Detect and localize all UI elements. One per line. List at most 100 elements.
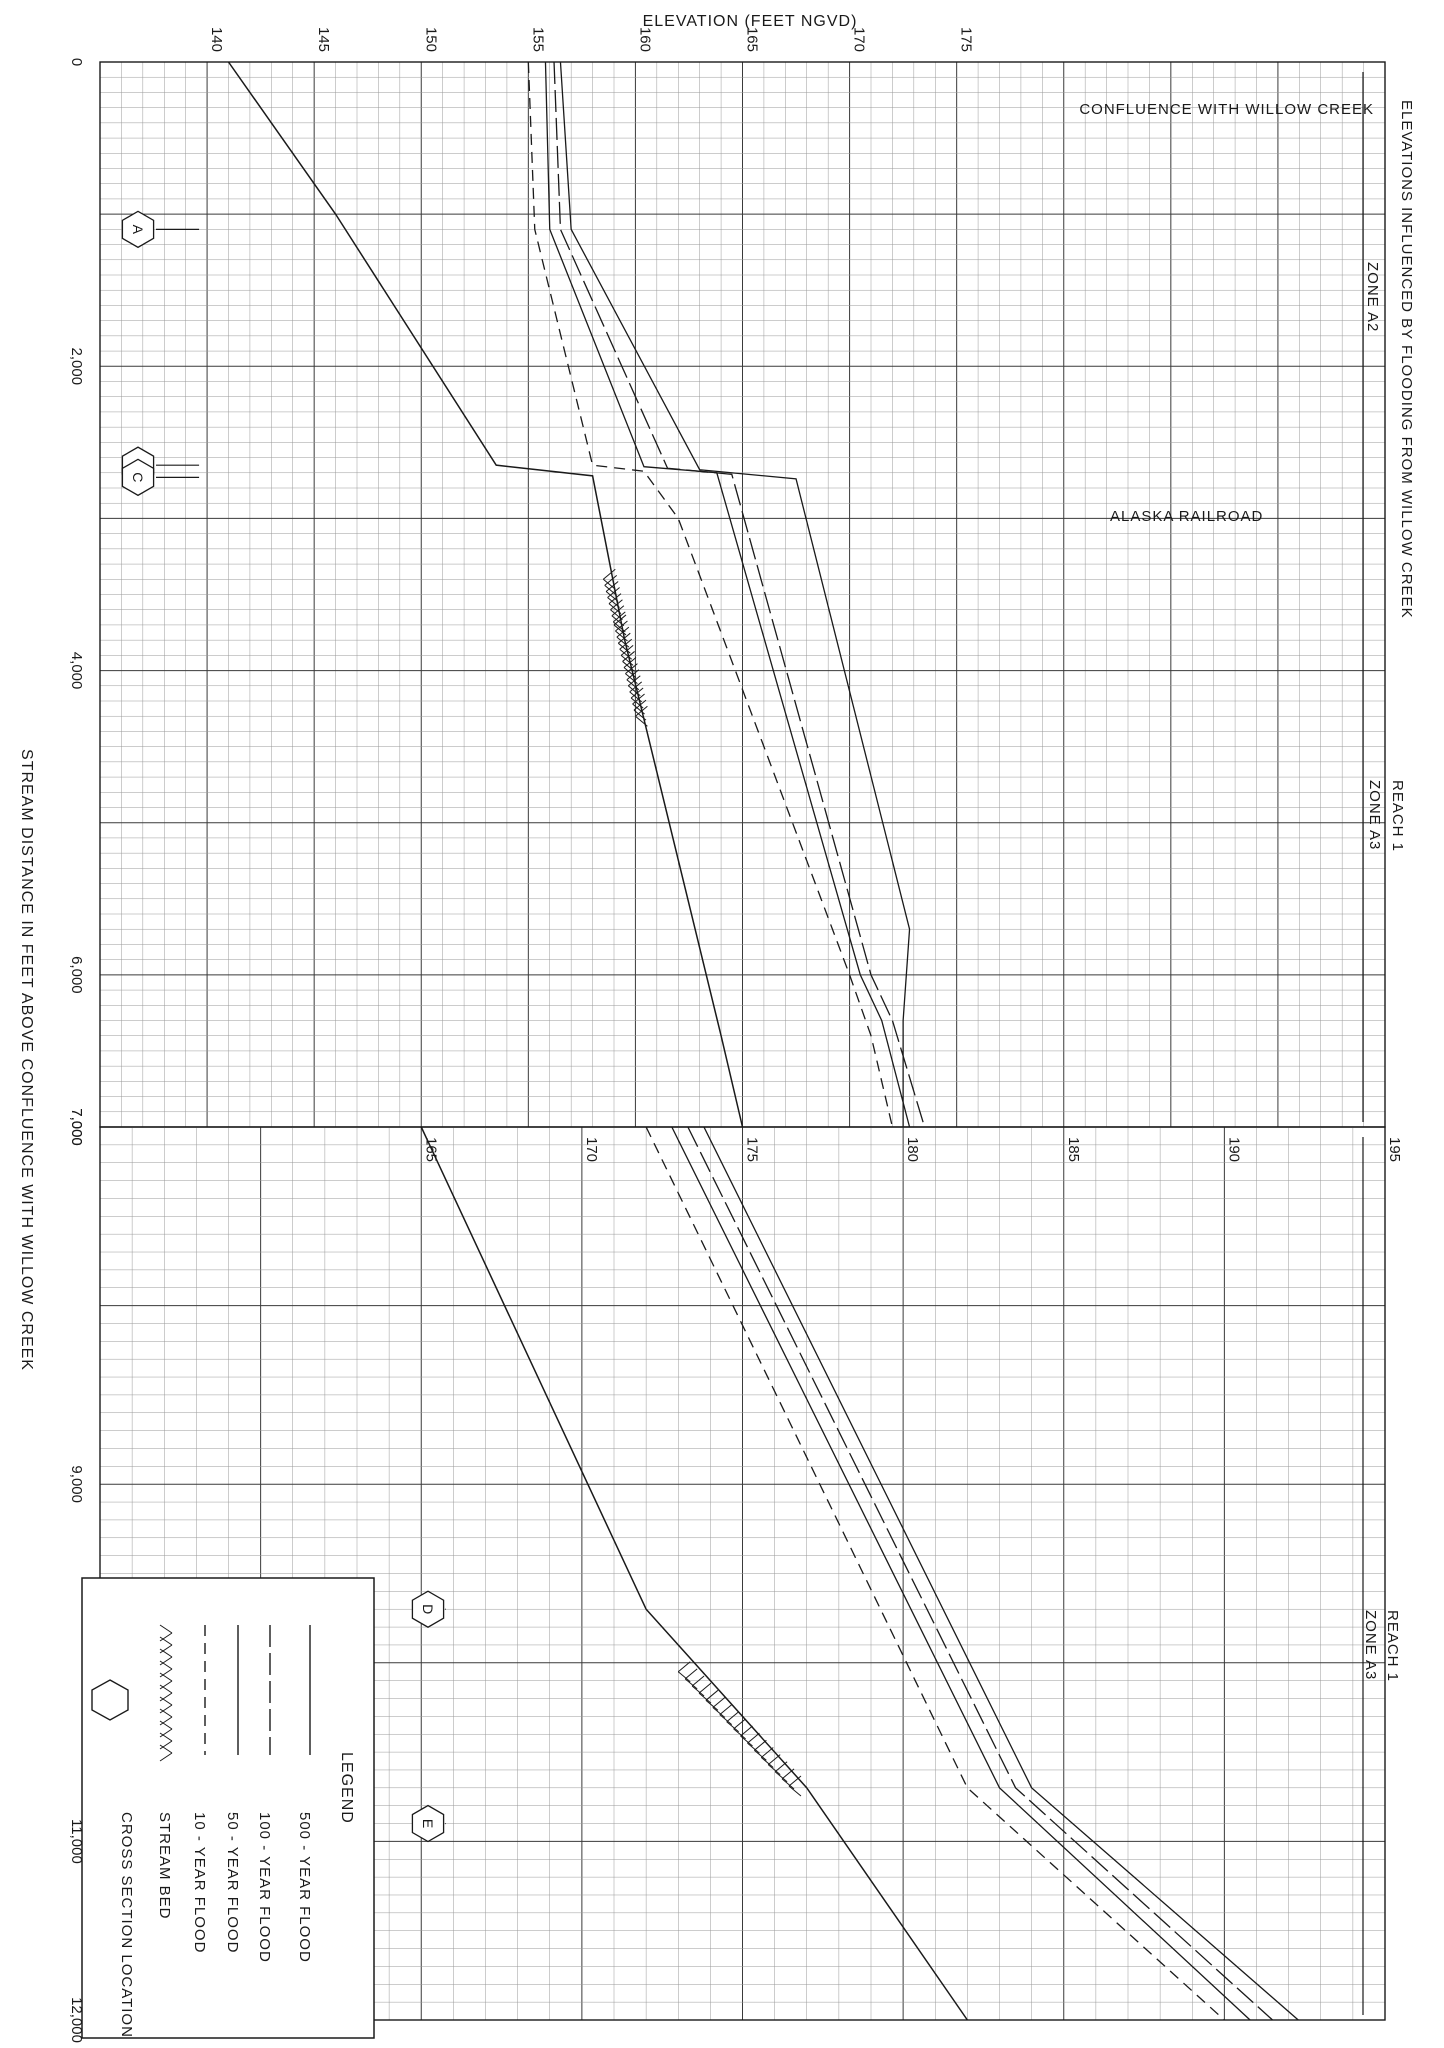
stream-bed-hatch [620,644,634,656]
reach-1-label-lower: REACH 1 [1384,1610,1401,1682]
stream-bed-hatch [604,574,618,586]
y-tick-label: 150 [422,27,439,52]
legend-label-cross-section: CROSS SECTION LOCATION [118,1812,135,2038]
legend-hatch-mark [159,1752,173,1762]
cross-section-hexagon-icon [121,458,155,497]
legend-hatch-mark [159,1716,173,1726]
cross-section-label: E [420,1819,436,1828]
legend-title: LEGEND [338,1752,355,1824]
y-tick-label: 175 [958,27,975,52]
stream-bed-hatch [705,1689,719,1701]
cross-section-hexagon-icon [411,1804,445,1843]
legend: LEGEND 500 - YEAR FLOOD 100 - YEAR FLOOD… [81,1577,375,2039]
stream-bed-hatch [630,697,644,709]
series-10yr-line [527,61,894,1128]
legend-hatch-mark [159,1684,173,1694]
stream-bed-hatch [733,1718,746,1730]
x-tick-label: 6,000 [68,956,85,994]
legend-swatch-hexagon-icon [91,1679,129,1721]
legend-hatch-mark [159,1656,173,1666]
backwater-note: ELEVATIONS INFLUENCED BY FLOODING FROM W… [1398,100,1415,619]
stream-bed-hatch [619,638,633,650]
stream-bed-hatch [612,611,626,623]
cross-section-label: C [130,472,146,482]
stream-bed-hatch [705,1699,719,1711]
x-tick-label: 0 [68,58,85,66]
stream-bed-hatch [619,648,633,660]
legend-label-10yr: 10 - YEAR FLOOD [191,1812,208,1953]
stream-bed-hatch [719,1704,733,1715]
legend-label-streambed: STREAM BED [156,1812,173,1920]
stream-bed-hatch [788,1785,802,1797]
stream-bed-hatch [677,1671,691,1683]
y-tick-label: 165 [422,1137,439,1162]
stream-bed-hatch [616,636,630,648]
stream-bed-hatch [760,1757,774,1768]
x-tick-label: 12,000 [68,1997,85,2043]
x-axis-title: STREAM DISTANCE IN FEET ABOVE CONFLUENCE… [18,749,35,1371]
stream-bed-hatch [625,673,638,684]
legend-hatch-mark [159,1708,173,1718]
cross-section-hexagon-icon [121,210,155,249]
legend-hatch-mark [159,1680,173,1690]
stream-bed-hatch [615,620,628,632]
stream-bed-hatch [620,654,634,666]
legend-hatch-mark [159,1728,173,1738]
series-50yr-line [671,1126,1251,2021]
stream-bed-hatch [733,1728,746,1740]
axis-labels: 140 145 150 155 160 165 170 175 0 2,000 4,000 6,000… [68,27,1403,2043]
stream-bed-hatch [623,667,637,678]
stream-bed-hatch [760,1747,774,1758]
stream-bed-hatch [684,1668,698,1680]
stream-bed-hatch [633,709,647,721]
legend-hatch-mark [159,1672,173,1682]
stream-bed-hatch [635,715,648,727]
stream-bed-hatch [607,587,620,598]
stream-bed-hatch [626,669,640,681]
y-tick-label: 185 [1065,1137,1082,1162]
stream-bed-hatch [630,687,644,699]
stream-bed-hatch [626,679,640,691]
series-bed-line [227,61,744,1128]
x-tick-label: 2,000 [68,348,85,386]
stream-bed-hatch [604,584,618,596]
zone-a2-label: ZONE A2 [1364,262,1381,332]
stream-bed-hatch [677,1661,691,1673]
stream-bed-hatch [684,1678,698,1690]
stream-bed-hatch [781,1778,795,1790]
y-tick-label: 175 [744,1137,761,1162]
stream-bed-hatch [602,578,616,590]
y-tick-label: 155 [529,27,546,52]
stream-bed-hatch [740,1725,753,1737]
y-tick-label: 140 [208,27,225,52]
stream-bed-hatch [767,1764,781,1775]
y-tick-label: 160 [636,27,653,52]
y-tick-label: 170 [851,27,868,52]
y-tick-label: 190 [1225,1137,1242,1162]
stream-bed-hatch [613,614,627,626]
y-tick-label: 170 [583,1137,600,1162]
stream-bed-hatch [622,651,635,662]
stream-bed-hatch [607,597,620,608]
stream-bed-hatch [629,691,643,703]
legend-hatch-mark [159,1696,173,1706]
stream-bed-hatch [767,1754,781,1765]
stream-bed-hatch [605,581,619,592]
y-tick-label: 165 [744,27,761,52]
stream-bed-hatch [632,693,645,705]
railroad-label: ALASKA RAILROAD [1110,508,1263,525]
stream-bed-hatch [754,1739,767,1751]
stream-bed-hatch [623,657,637,668]
series-10yr-line [645,1126,1225,2021]
stream-bed-hatch [629,681,643,693]
stream-bed-hatch [617,632,631,644]
stream-bed-hatch [747,1742,760,1754]
legend-swatch-streambed [159,1624,173,1762]
stream-bed-hatch [610,599,623,611]
stream-bed-hatch [611,615,625,627]
zone-a3-label-lower: ZONE A3 [1362,1610,1379,1680]
y-axis-title: ELEVATION (FEET NGVD) [643,13,858,30]
legend-hatch-mark [159,1644,173,1654]
legend-hatch-mark [159,1660,173,1670]
stream-bed-hatch [608,593,622,605]
